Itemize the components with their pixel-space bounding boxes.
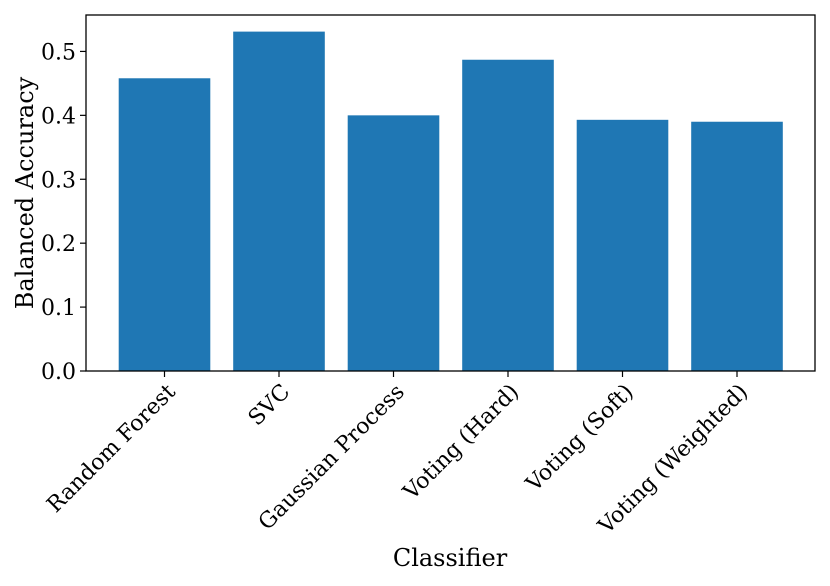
bar-voting-weighted <box>691 121 783 371</box>
x-tick-label: SVC <box>244 380 295 431</box>
x-tick-label: Random Forest <box>42 379 180 517</box>
y-tick-label: 0.1 <box>41 296 76 321</box>
bar-random-forest <box>118 78 211 371</box>
bar-gaussian-process <box>347 115 440 372</box>
y-tick-label: 0.4 <box>41 104 76 129</box>
bar-voting-hard <box>462 59 554 371</box>
y-axis: 0.0 0.1 0.2 0.3 0.4 0.5 <box>41 40 86 385</box>
x-tick-label: Voting (Soft) <box>521 380 639 498</box>
plot-frame <box>85 14 816 372</box>
y-tick-label: 0.5 <box>41 40 76 65</box>
bar-svc <box>233 31 325 372</box>
x-axis-title: Classifier <box>393 544 508 572</box>
y-tick-label: 0.3 <box>41 168 76 193</box>
bar-voting-soft <box>576 119 669 372</box>
y-tick-label: 0.2 <box>41 232 76 257</box>
y-tick-label: 0.0 <box>41 360 76 385</box>
y-axis-title: Balanced Accuracy <box>11 76 39 309</box>
bars-group <box>118 31 783 372</box>
x-tick-label: Voting (Hard) <box>398 380 524 506</box>
